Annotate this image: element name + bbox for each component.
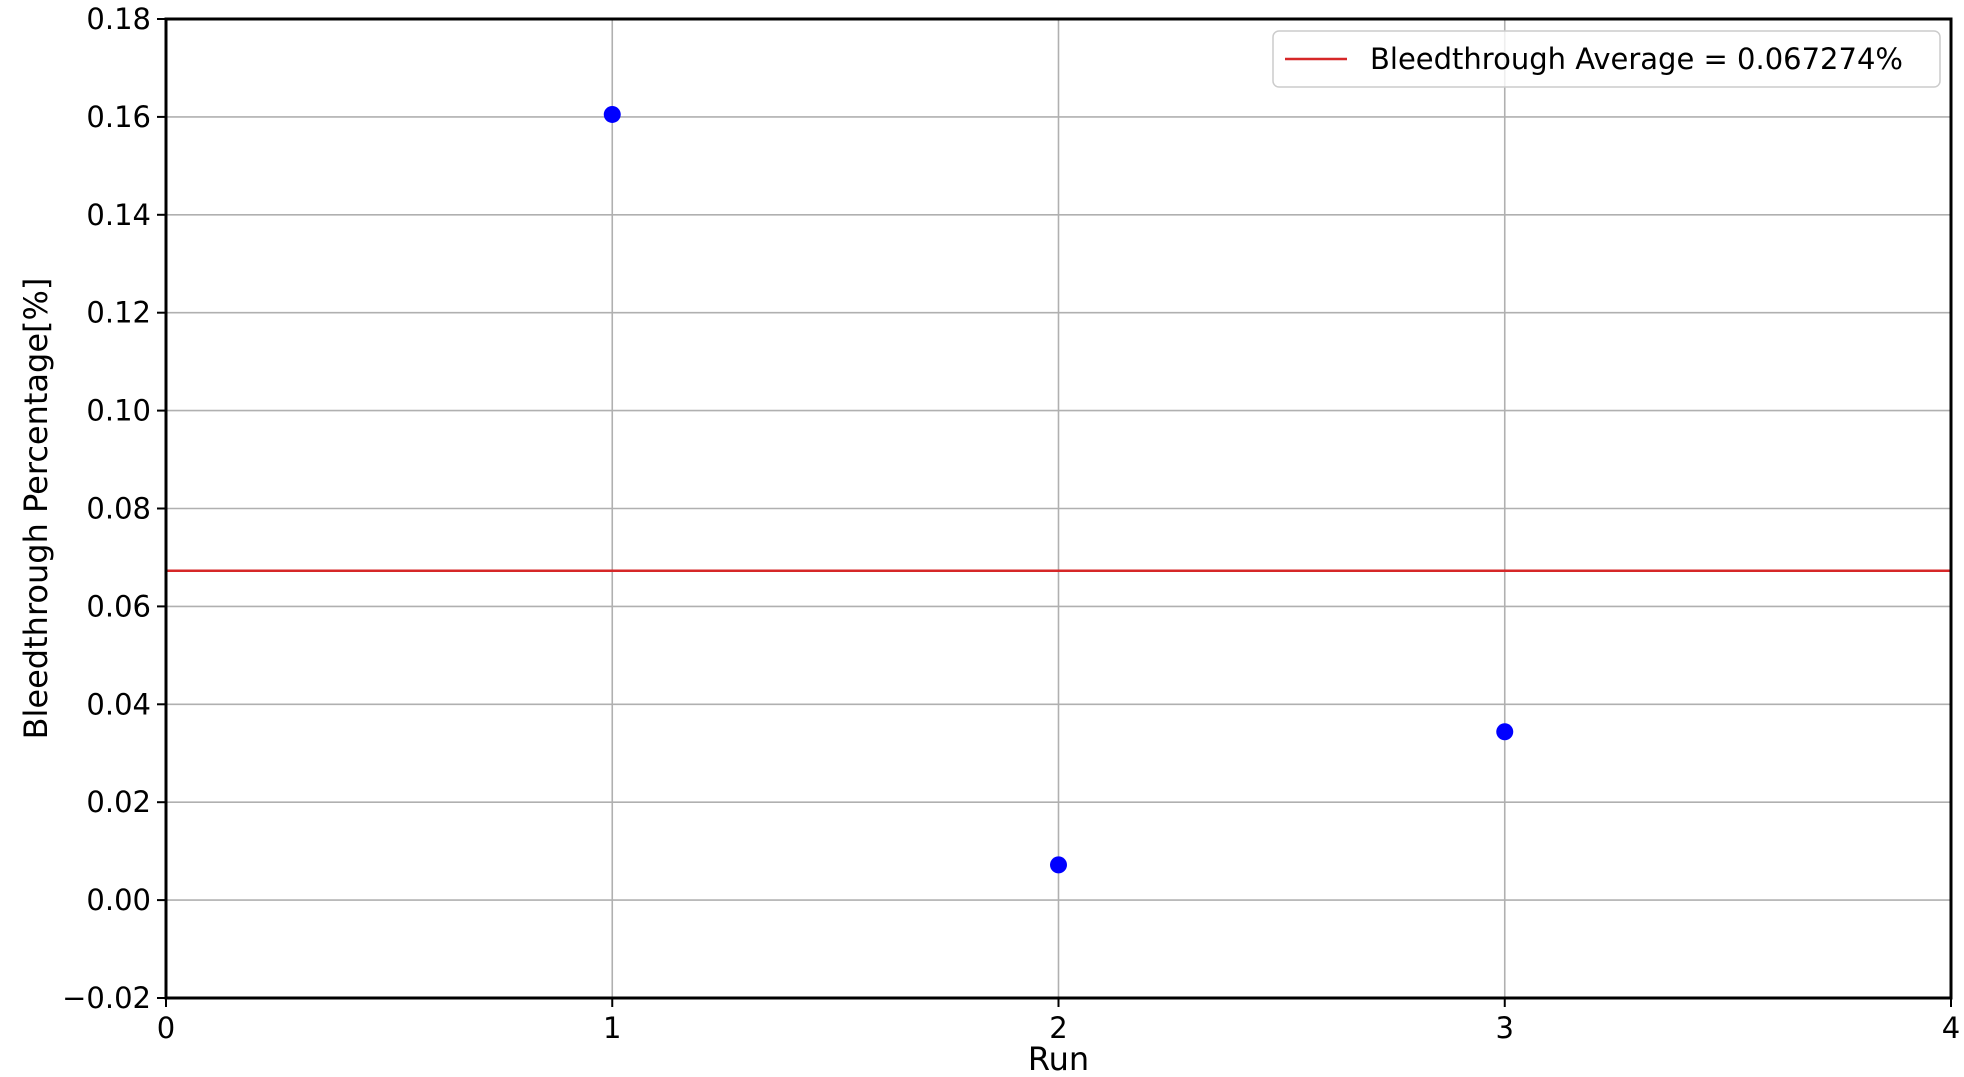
- points-layer: [603, 105, 1514, 874]
- y-axis-ticks: −0.02 0.00 0.02 0.04 0.06 0.08 0.10 0.12 0.14 0.1…: [62, 2, 166, 1015]
- x-tick-label: 3: [1496, 1011, 1514, 1045]
- y-tick-label: 0.14: [86, 198, 151, 232]
- y-tick-label: 0.04: [86, 687, 151, 721]
- x-tick-label: 0: [157, 1011, 175, 1045]
- y-tick-label: 0.06: [86, 589, 151, 623]
- x-axis-label: Run: [1028, 1040, 1089, 1077]
- x-tick-label: 1: [603, 1011, 621, 1045]
- y-tick-label: 0.16: [86, 100, 151, 134]
- legend-label: Bleedthrough Average = 0.067274%: [1370, 42, 1903, 76]
- y-tick-label: 0.12: [86, 296, 151, 330]
- y-tick-label: 0.18: [86, 2, 151, 36]
- y-tick-label: 0.08: [86, 492, 151, 526]
- legend: Bleedthrough Average = 0.067274%: [1272, 30, 1941, 88]
- y-tick-label: 0.02: [86, 785, 151, 819]
- y-axis-label: Bleedthrough Percentage[%]: [17, 278, 55, 740]
- x-axis-ticks: 0 1 2 3 4: [157, 998, 1960, 1045]
- x-tick-label: 4: [1942, 1011, 1960, 1045]
- y-tick-label: 0.10: [86, 394, 151, 428]
- x-tick-label: 2: [1049, 1011, 1067, 1045]
- data-point: [603, 105, 621, 123]
- y-tick-label: 0.00: [86, 883, 151, 917]
- legend-box: [1272, 30, 1941, 88]
- data-point: [1496, 723, 1514, 741]
- y-tick-label: −0.02: [62, 981, 151, 1015]
- data-point: [1050, 856, 1067, 874]
